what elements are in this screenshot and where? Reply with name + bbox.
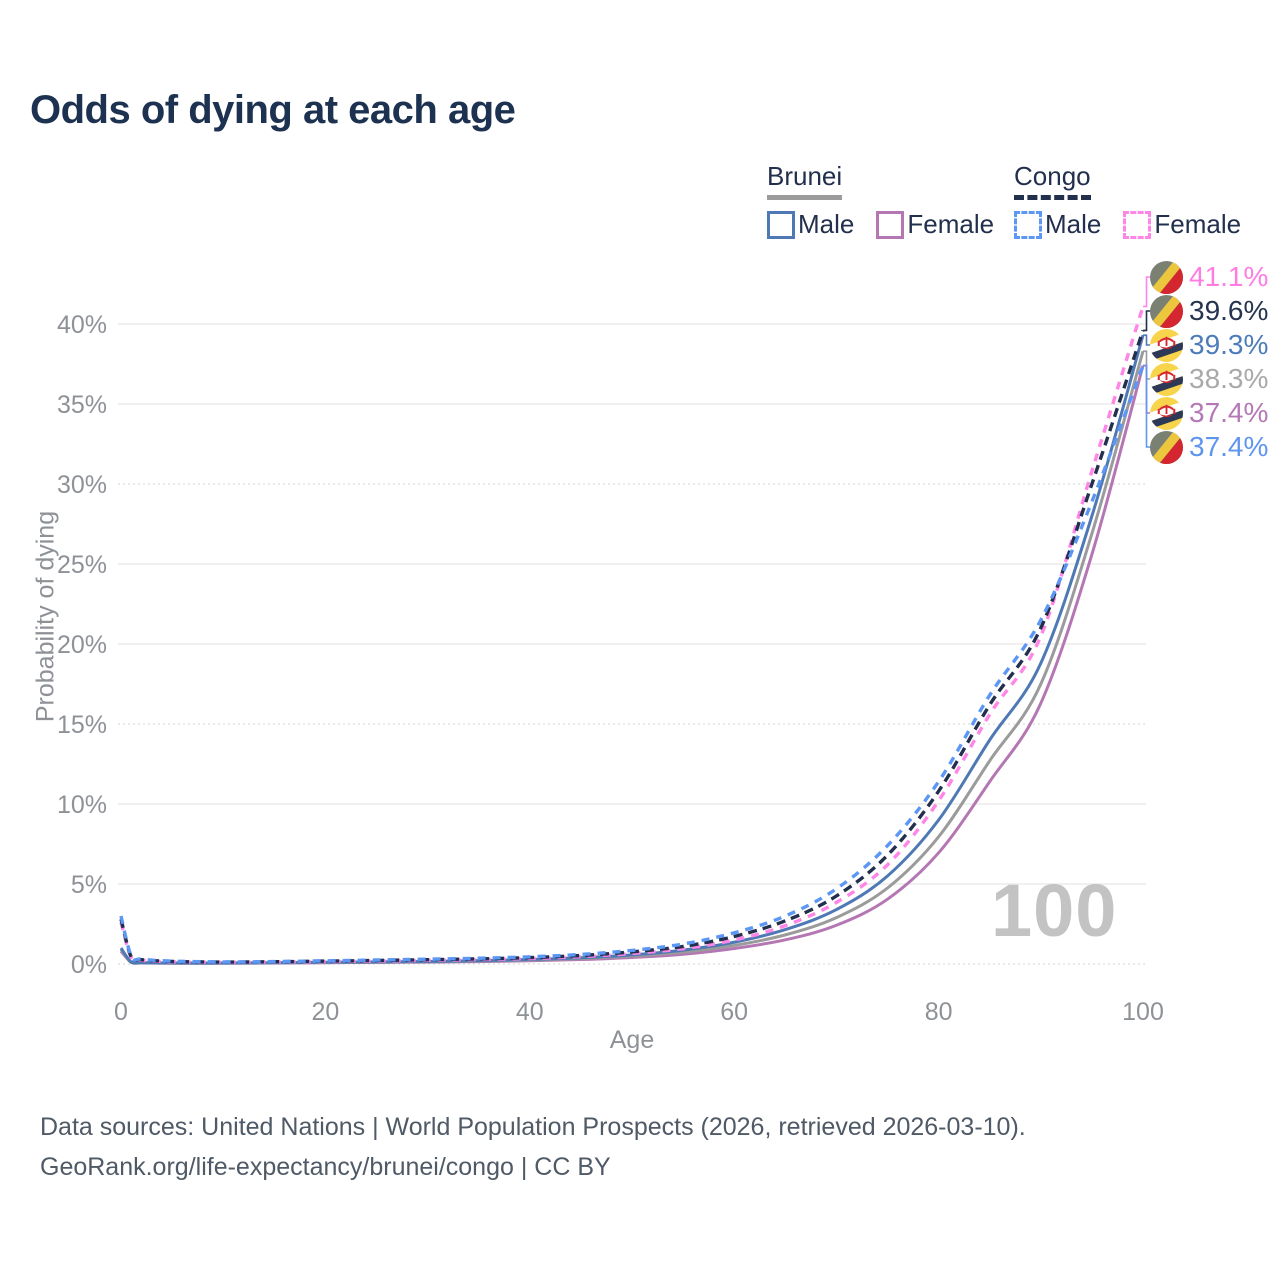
x-tick-label: 20 [311,998,339,1026]
congo-female-swatch-icon [1123,210,1152,239]
end-label-row: 41.1% [1150,260,1268,294]
end-label-row: 39.3% [1150,328,1268,362]
end-label-value: 38.3% [1189,363,1269,394]
age-watermark: 100 [991,869,1118,952]
x-tick-label: 40 [516,998,544,1026]
brunei-flag-icon [1150,363,1183,396]
footer-source: Data sources: United Nations | World Pop… [40,1113,1026,1141]
label-connector [1143,310,1151,332]
legend-country-brunei: Brunei [767,161,843,200]
y-tick-label: 40% [57,311,107,339]
legend-country-congo: Congo [1014,161,1091,200]
page-title: Odds of dying at each age [30,88,516,132]
brunei-male-swatch-icon [767,210,795,239]
brunei-flag-icon [1150,397,1183,430]
y-tick-label: 5% [71,871,107,899]
legend-group-brunei: Brunei Male Female [767,161,994,240]
end-label-value: 39.3% [1189,329,1269,360]
end-label-row: 39.6% [1150,294,1268,328]
end-label-row: 37.4% [1150,430,1268,464]
label-connector [1143,364,1151,448]
legend-item-brunei-male[interactable]: Male [767,209,854,240]
congo-male-swatch-icon [1014,210,1042,239]
y-axis-title: Probability of dying [31,510,60,723]
x-axis-title: Age [609,1026,655,1054]
y-tick-label: 0% [71,951,107,979]
label-connector [1143,276,1151,308]
legend-label: Female [1154,209,1242,239]
y-tick-label: 30% [57,471,107,499]
end-label-value: 37.4% [1189,431,1269,462]
legend-item-brunei-female[interactable]: Female [876,209,994,240]
series-line-brunei-both- [119,350,1145,965]
legend-group-congo: Congo Male Female [1014,161,1241,240]
x-tick-label: 100 [1122,998,1164,1026]
end-label-value: 37.4% [1189,397,1269,428]
y-tick-label: 10% [57,791,107,819]
series-line-congo-both- [119,329,1145,964]
footer-attribution: GeoRank.org/life-expectancy/brunei/congo… [40,1153,611,1181]
end-label-value: 41.1% [1189,261,1269,292]
brunei-female-swatch-icon [876,210,905,239]
congo-flag-icon [1150,431,1183,464]
legend-item-congo-male[interactable]: Male [1014,209,1101,240]
legend-label: Male [1045,209,1102,239]
legend-item-congo-female[interactable]: Female [1123,209,1241,240]
y-tick-label: 35% [57,391,107,419]
congo-flag-icon [1150,295,1183,328]
end-label-value: 39.6% [1189,295,1269,326]
x-tick-label: 80 [925,998,953,1026]
x-tick-label: 0 [114,998,128,1026]
y-tick-label: 25% [57,551,107,579]
end-label-row: 38.3% [1150,362,1268,396]
legend-label: Female [907,209,995,239]
brunei-flag-icon [1150,329,1183,362]
end-label-row: 37.4% [1150,396,1268,430]
series-line-congo-female [119,305,1145,964]
y-tick-label: 15% [57,711,107,739]
label-connector [1143,334,1151,346]
legend-label: Male [798,209,855,239]
series-line-brunei-female [119,365,1145,965]
y-tick-label: 20% [57,631,107,659]
series-line-congo-male [119,365,1145,964]
x-tick-label: 60 [720,998,748,1026]
series-line-brunei-male [119,334,1145,965]
congo-flag-icon [1150,261,1183,294]
